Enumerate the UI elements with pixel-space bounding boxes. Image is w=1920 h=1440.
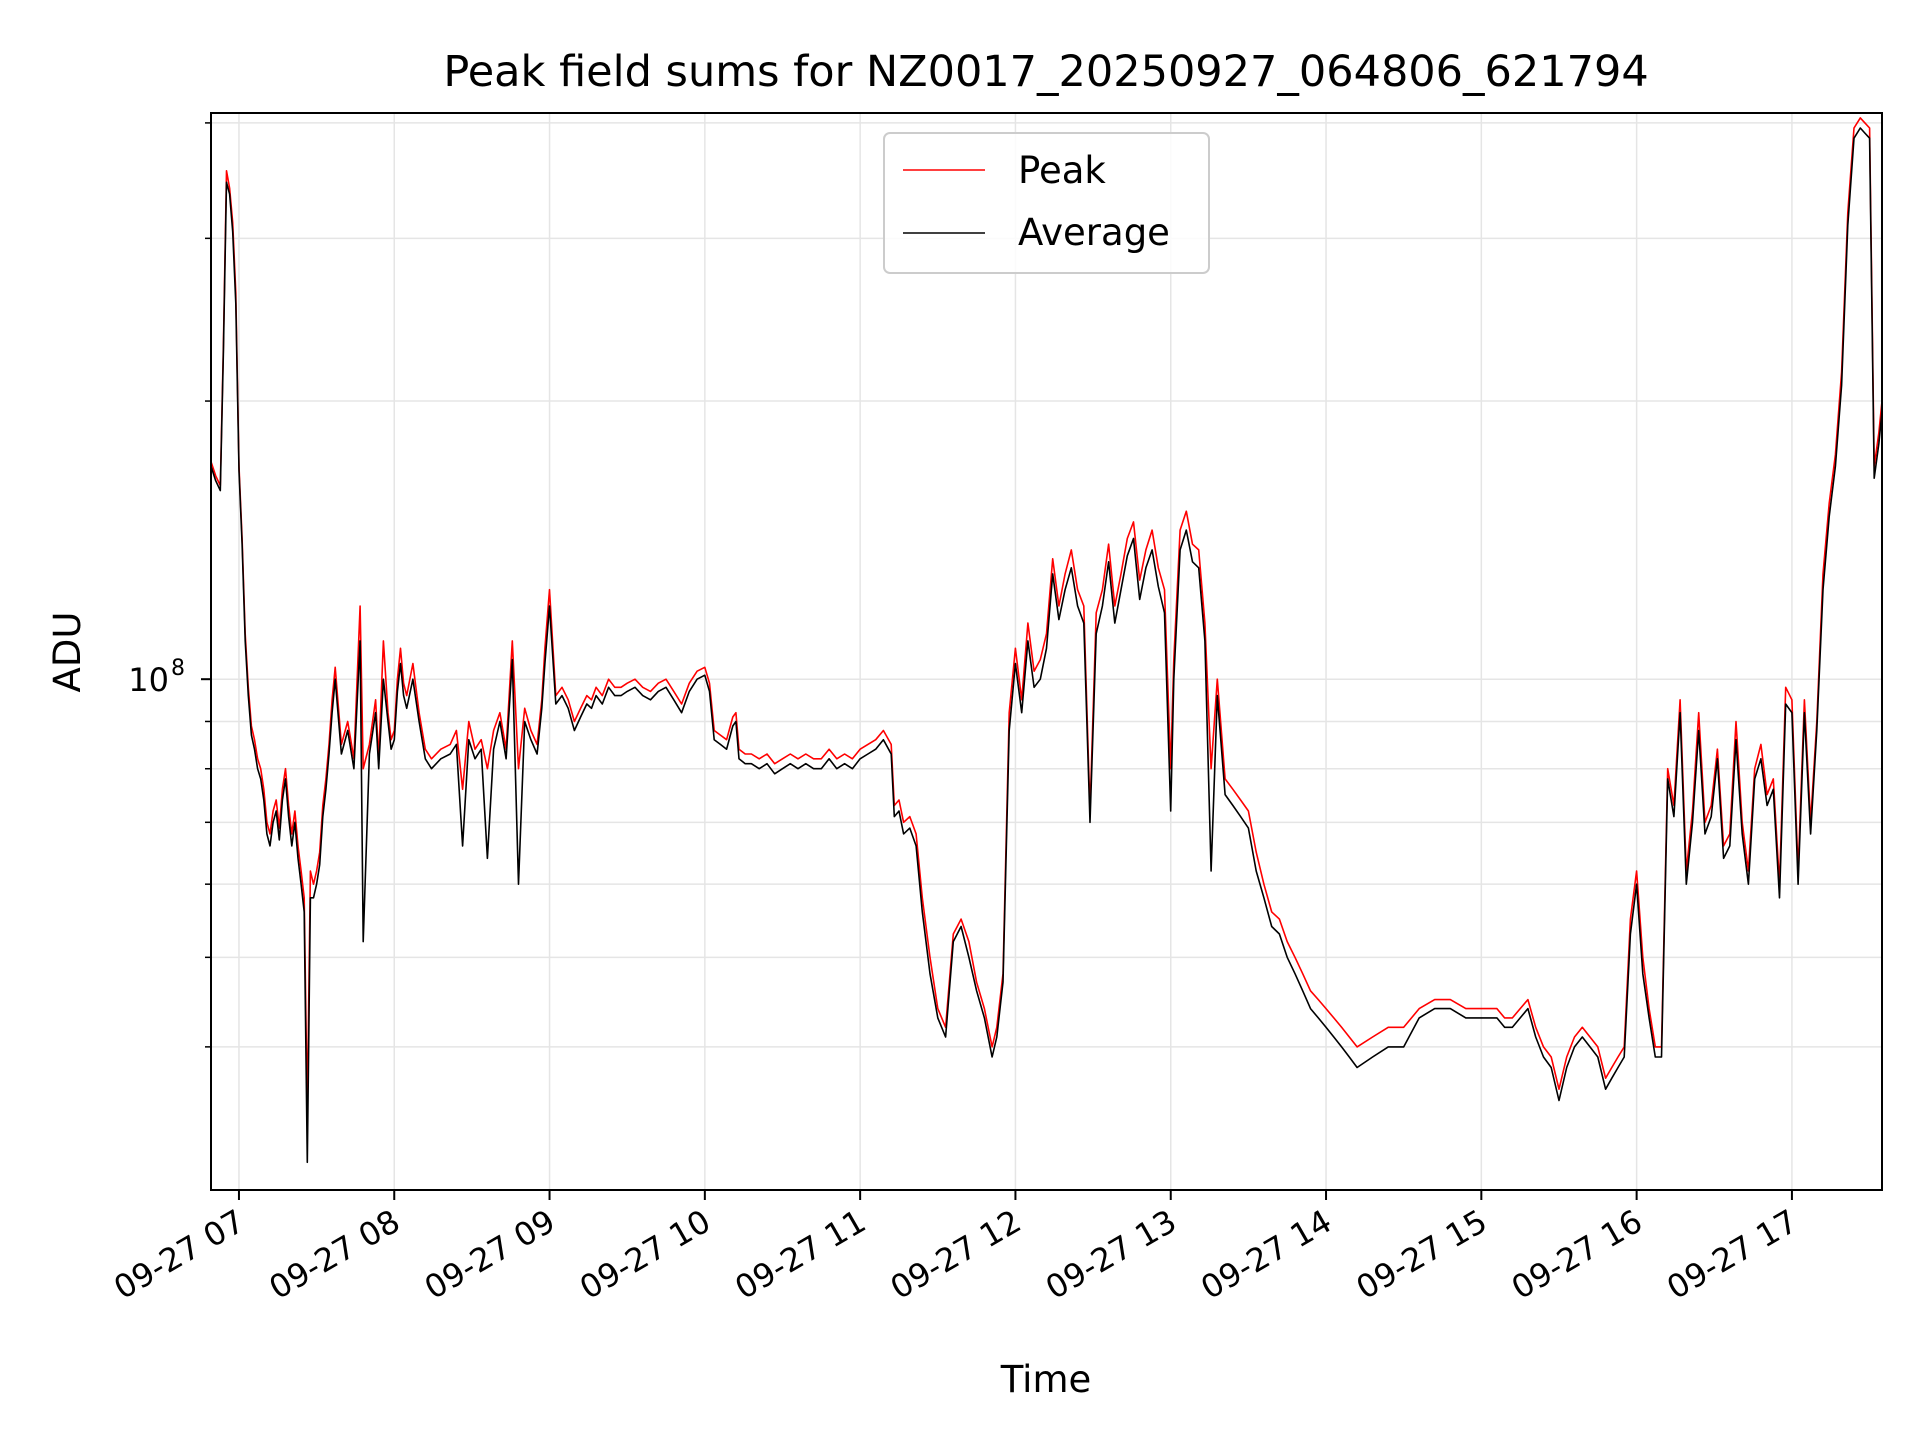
chart-title: Peak field sums for NZ0017_20250927_0648… <box>443 47 1648 97</box>
series-lines <box>210 117 1883 1164</box>
grid-lines <box>211 113 1882 1190</box>
plot-frame <box>210 112 1883 1191</box>
series-line-average <box>210 127 1883 1164</box>
legend: Peak Average <box>883 132 1210 274</box>
legend-average-label: Average <box>1018 211 1170 254</box>
x-axis-label: Time <box>1000 1358 1092 1401</box>
y-tick-label-base: 10 <box>128 661 169 699</box>
y-tick-label-exponent: 8 <box>171 656 185 681</box>
series-line-peak <box>210 117 1883 1113</box>
legend-peak-label: Peak <box>1018 149 1106 192</box>
legend-box <box>883 132 1210 274</box>
y-axis-label: ADU <box>46 612 89 693</box>
